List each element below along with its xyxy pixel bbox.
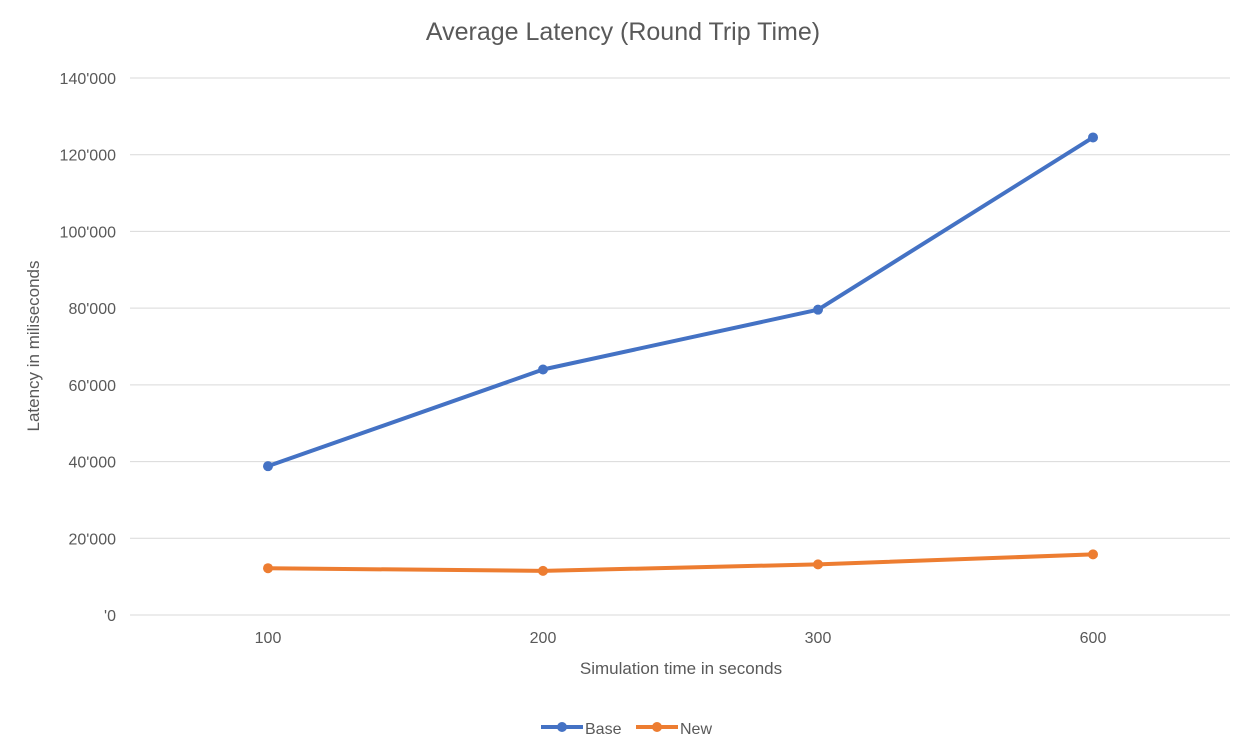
y-tick-label: 100'000 [60, 224, 117, 241]
legend-marker-new [652, 722, 662, 732]
x-axis-tick-labels: 100 200 300 600 [255, 630, 1107, 647]
y-axis-title: Latency in miliseconds [24, 260, 43, 431]
legend-label-new: New [680, 721, 712, 738]
data-point-base [538, 364, 548, 375]
x-tick-label: 200 [530, 630, 557, 647]
data-point-new [813, 559, 823, 570]
legend: Base New [541, 721, 712, 738]
data-point-base [813, 304, 823, 315]
legend-marker-base [557, 722, 567, 732]
legend-label-base: Base [585, 721, 622, 738]
data-point-base [263, 461, 273, 472]
x-tick-label: 100 [255, 630, 282, 647]
series-line-base [266, 135, 1095, 469]
y-tick-label: 60'000 [68, 378, 116, 395]
x-tick-label: 300 [805, 630, 832, 647]
chart-title: Average Latency (Round Trip Time) [426, 18, 820, 46]
y-tick-label: 40'000 [68, 455, 116, 472]
y-tick-label: 80'000 [68, 301, 116, 318]
data-point-base [1088, 132, 1098, 143]
y-tick-label: 140'000 [60, 71, 117, 88]
y-tick-label: '0 [104, 608, 116, 625]
data-point-new [538, 565, 548, 576]
x-axis-title: Simulation time in seconds [580, 659, 782, 678]
x-tick-label: 600 [1080, 630, 1107, 647]
series-lines [263, 132, 1098, 576]
data-point-new [263, 563, 273, 574]
data-point-new [1088, 549, 1098, 560]
y-tick-label: 120'000 [60, 148, 117, 165]
series-line-new [266, 552, 1095, 573]
y-tick-label: 20'000 [68, 531, 116, 548]
gridlines [130, 77, 1230, 616]
y-axis-tick-labels: '0 20'000 40'000 60'000 80'000 100'000 120'000… [60, 71, 117, 625]
